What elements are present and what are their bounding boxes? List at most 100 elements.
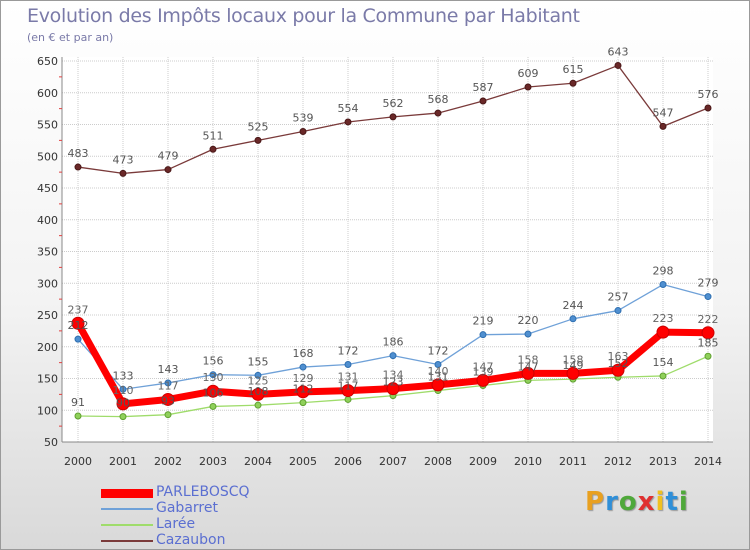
data-point-parleboscq [251, 387, 265, 401]
data-label-parleboscq: 158 [518, 353, 539, 366]
logo-letter: r [605, 487, 619, 517]
y-tick-label: 550 [37, 119, 58, 132]
data-label-cazaubon: 587 [473, 81, 494, 94]
data-point-larée [209, 402, 217, 410]
data-point-cazaubon [74, 163, 82, 171]
data-label-larée: 185 [698, 336, 719, 349]
data-point-parleboscq [71, 316, 85, 330]
legend-swatch [101, 488, 153, 498]
data-point-parleboscq [431, 378, 445, 392]
data-label-larée: 131 [428, 371, 449, 384]
data-point-parleboscq [116, 397, 130, 411]
data-point-gabarret [704, 293, 712, 301]
data-point-gabarret [389, 352, 397, 360]
data-label-parleboscq: 223 [653, 312, 674, 325]
data-point-cazaubon [344, 118, 352, 126]
data-label-larée: 108 [248, 385, 269, 398]
data-point-gabarret [254, 371, 262, 379]
data-point-larée [164, 411, 172, 419]
data-point-parleboscq [476, 373, 490, 387]
x-tick-label: 2012 [604, 455, 632, 468]
data-point-larée [299, 399, 307, 407]
data-label-cazaubon: 554 [338, 102, 359, 115]
data-point-parleboscq [206, 384, 220, 398]
data-label-parleboscq: 131 [338, 371, 359, 384]
data-label-cazaubon: 479 [158, 150, 179, 163]
data-label-parleboscq: 125 [248, 374, 269, 387]
data-point-cazaubon [614, 61, 622, 69]
x-tick-label: 2006 [334, 455, 362, 468]
data-label-parleboscq: 147 [473, 360, 494, 373]
logo-letter: t [665, 487, 679, 517]
data-label-gabarret: 156 [203, 355, 224, 368]
data-point-larée [74, 412, 82, 420]
data-point-cazaubon [209, 145, 217, 153]
data-label-cazaubon: 483 [68, 147, 89, 160]
data-label-cazaubon: 568 [428, 93, 449, 106]
legend-item-parleboscq: PARLEBOSCQ [101, 484, 301, 501]
data-label-gabarret: 172 [428, 345, 449, 358]
x-tick-label: 2011 [559, 455, 587, 468]
data-point-cazaubon [254, 136, 262, 144]
y-tick-label: 450 [37, 182, 58, 195]
data-label-gabarret: 279 [698, 277, 719, 290]
legend-item-larée: Larée [101, 516, 301, 533]
data-point-gabarret [569, 315, 577, 323]
x-tick-label: 2013 [649, 455, 677, 468]
x-tick-label: 2000 [64, 455, 92, 468]
data-point-gabarret [164, 379, 172, 387]
data-point-cazaubon [119, 169, 127, 177]
data-point-parleboscq [161, 392, 175, 406]
x-tick-label: 2001 [109, 455, 137, 468]
data-point-larée [704, 352, 712, 360]
data-label-parleboscq: 163 [608, 350, 629, 363]
y-tick-label: 100 [37, 404, 58, 417]
legend-label: Cazaubon [156, 532, 226, 548]
data-point-gabarret [344, 361, 352, 369]
data-label-larée: 154 [653, 356, 674, 369]
legend-label: PARLEBOSCQ [156, 484, 250, 500]
y-tick-label: 500 [37, 150, 58, 163]
data-label-parleboscq: 222 [698, 313, 719, 326]
data-label-parleboscq: 237 [68, 303, 89, 316]
data-label-cazaubon: 643 [608, 45, 629, 58]
data-label-larée: 90 [116, 397, 130, 410]
chart-title: Evolution des Impôts locaux pour la Comm… [27, 5, 580, 27]
data-label-gabarret: 155 [248, 355, 269, 368]
data-label-cazaubon: 525 [248, 120, 269, 133]
data-point-gabarret [119, 385, 127, 393]
legend-item-gabarret: Gabarret [101, 500, 301, 517]
data-label-larée: 123 [383, 376, 404, 389]
proxiti-logo: Proxiti [585, 487, 689, 517]
data-label-larée: 93 [161, 395, 175, 408]
data-label-cazaubon: 511 [203, 129, 224, 142]
data-label-gabarret: 143 [158, 363, 179, 376]
data-point-cazaubon [704, 104, 712, 112]
data-label-gabarret: 220 [518, 314, 539, 327]
data-point-parleboscq [341, 384, 355, 398]
y-tick-label: 600 [37, 87, 58, 100]
data-label-gabarret: 212 [68, 319, 89, 332]
data-label-cazaubon: 539 [293, 111, 314, 124]
data-label-parleboscq: 117 [158, 379, 179, 392]
logo-letter: i [678, 487, 689, 517]
legend-swatch [101, 524, 153, 526]
data-point-parleboscq [386, 382, 400, 396]
legend-label: Gabarret [156, 500, 218, 516]
y-tick-label: 200 [37, 341, 58, 354]
data-point-gabarret [614, 307, 622, 315]
logo-letter: x [637, 487, 656, 517]
data-point-gabarret [434, 361, 442, 369]
data-label-larée: 112 [293, 383, 314, 396]
data-label-cazaubon: 576 [698, 88, 719, 101]
data-label-larée: 91 [71, 396, 85, 409]
data-label-gabarret: 298 [653, 265, 674, 278]
data-point-cazaubon [569, 79, 577, 87]
x-tick-label: 2008 [424, 455, 452, 468]
x-tick-label: 2014 [694, 455, 722, 468]
data-label-parleboscq: 140 [428, 365, 449, 378]
legend-item-cazaubon: Cazaubon [101, 532, 301, 549]
x-tick-label: 2005 [289, 455, 317, 468]
data-label-cazaubon: 547 [653, 106, 674, 119]
